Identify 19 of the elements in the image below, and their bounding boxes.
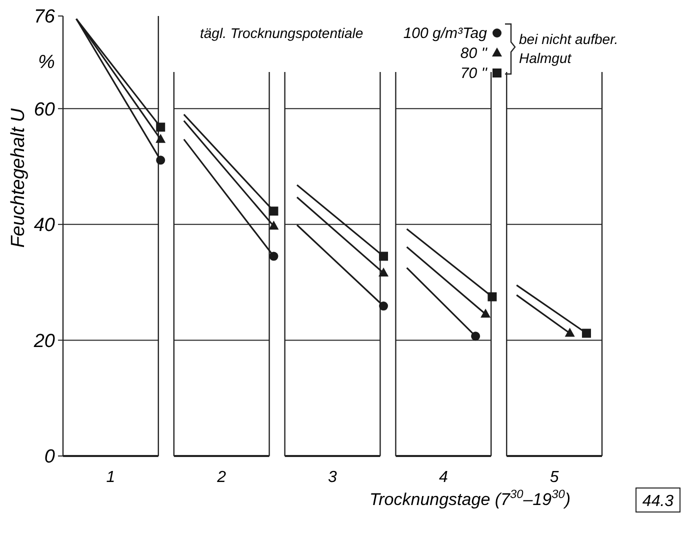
x-tick-label: 2 [216, 469, 226, 486]
y-tick-label: 60 [34, 99, 56, 120]
legend-label: 80 '' [460, 45, 488, 62]
y-tick-label: 0 [44, 446, 56, 468]
x-tick-label: 1 [106, 469, 116, 486]
x-tick-label: 3 [328, 469, 338, 486]
legend-title: tägl. Trocknungspotentiale [200, 25, 364, 41]
x-tick-label: 5 [550, 469, 559, 486]
y-tick-label: 40 [34, 215, 56, 236]
x-axis-title: Trocknungstage (7$^{30}$–19$^{30}$) [370, 487, 570, 509]
legend-label: 100 g/m³Tag [403, 25, 488, 42]
text: 44.3 [642, 493, 674, 510]
annotation: bei nicht aufber. Halmgut [519, 31, 618, 66]
y-tick-label: 76 [34, 6, 56, 28]
text: % [38, 52, 55, 74]
y-tick-label: 20 [32, 330, 56, 352]
y-axis-title: Feuchtegehalt U [8, 108, 29, 248]
x-tick-label: 4 [438, 469, 448, 486]
legend-label: 70 '' [460, 65, 488, 82]
